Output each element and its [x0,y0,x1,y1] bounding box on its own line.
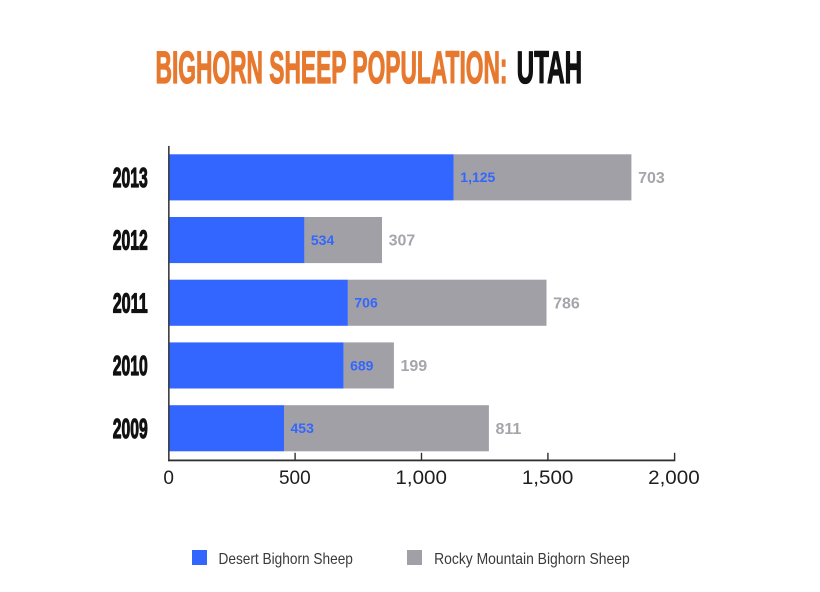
svg-text:2010: 2010 [113,350,148,381]
svg-text:706: 706 [354,295,378,311]
svg-text:2011: 2011 [113,287,148,318]
svg-text:1,125: 1,125 [460,169,495,185]
svg-text:534: 534 [311,232,335,248]
svg-text:199: 199 [401,358,428,375]
svg-text:811: 811 [496,421,522,438]
svg-text:BIGHORN SHEEP POPULATION:: BIGHORN SHEEP POPULATION: [156,42,508,93]
svg-text:453: 453 [291,420,315,436]
svg-text:0: 0 [163,468,174,489]
svg-text:2012: 2012 [113,225,148,256]
svg-text:786: 786 [553,295,580,312]
svg-text:Rocky Mountain Bighorn Sheep: Rocky Mountain Bighorn Sheep [434,551,630,568]
svg-text:Desert Bighorn Sheep: Desert Bighorn Sheep [219,551,353,568]
svg-text:2013: 2013 [113,162,148,193]
svg-text:1,000: 1,000 [395,468,447,489]
svg-text:1,500: 1,500 [522,468,574,489]
svg-text:2,000: 2,000 [648,468,700,489]
svg-text:UTAH: UTAH [517,42,583,93]
svg-text:307: 307 [389,233,416,250]
svg-text:689: 689 [350,357,374,373]
svg-text:2009: 2009 [113,413,148,444]
svg-text:500: 500 [279,468,311,489]
svg-text:703: 703 [638,170,665,187]
